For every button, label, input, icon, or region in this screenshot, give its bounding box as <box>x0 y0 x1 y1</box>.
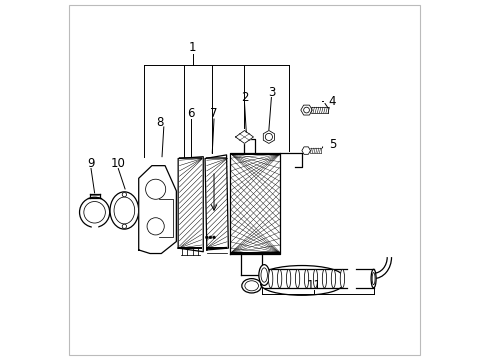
Ellipse shape <box>295 269 299 288</box>
Polygon shape <box>204 155 228 250</box>
Ellipse shape <box>110 192 139 229</box>
Text: 5: 5 <box>328 138 335 150</box>
Polygon shape <box>178 157 203 252</box>
Circle shape <box>212 236 215 239</box>
Ellipse shape <box>322 269 326 288</box>
Ellipse shape <box>277 269 281 288</box>
Circle shape <box>122 224 126 229</box>
Ellipse shape <box>286 269 290 288</box>
Ellipse shape <box>258 265 269 285</box>
Ellipse shape <box>330 269 335 288</box>
Text: 11: 11 <box>306 279 321 292</box>
Ellipse shape <box>340 269 344 288</box>
Polygon shape <box>139 166 176 253</box>
Text: 4: 4 <box>328 95 336 108</box>
Text: 8: 8 <box>156 116 163 129</box>
Polygon shape <box>230 153 280 253</box>
Circle shape <box>122 193 126 197</box>
Text: 1: 1 <box>188 41 196 54</box>
Circle shape <box>208 236 211 239</box>
Ellipse shape <box>313 269 317 288</box>
Text: 7: 7 <box>210 107 217 120</box>
Circle shape <box>83 202 105 223</box>
Ellipse shape <box>304 269 308 288</box>
Polygon shape <box>235 131 253 143</box>
Ellipse shape <box>261 268 267 282</box>
Ellipse shape <box>371 273 374 285</box>
Circle shape <box>145 179 165 199</box>
Text: 9: 9 <box>87 157 95 170</box>
Text: 10: 10 <box>111 157 125 170</box>
Circle shape <box>205 236 208 239</box>
Ellipse shape <box>114 197 134 224</box>
Circle shape <box>80 197 109 227</box>
Ellipse shape <box>268 269 272 288</box>
Ellipse shape <box>241 279 261 293</box>
Circle shape <box>303 107 309 113</box>
Text: 3: 3 <box>267 86 275 99</box>
Text: 6: 6 <box>186 107 194 120</box>
Circle shape <box>265 134 272 140</box>
Circle shape <box>147 218 164 235</box>
Ellipse shape <box>370 269 375 288</box>
Text: 2: 2 <box>240 91 248 104</box>
Ellipse shape <box>244 281 258 291</box>
